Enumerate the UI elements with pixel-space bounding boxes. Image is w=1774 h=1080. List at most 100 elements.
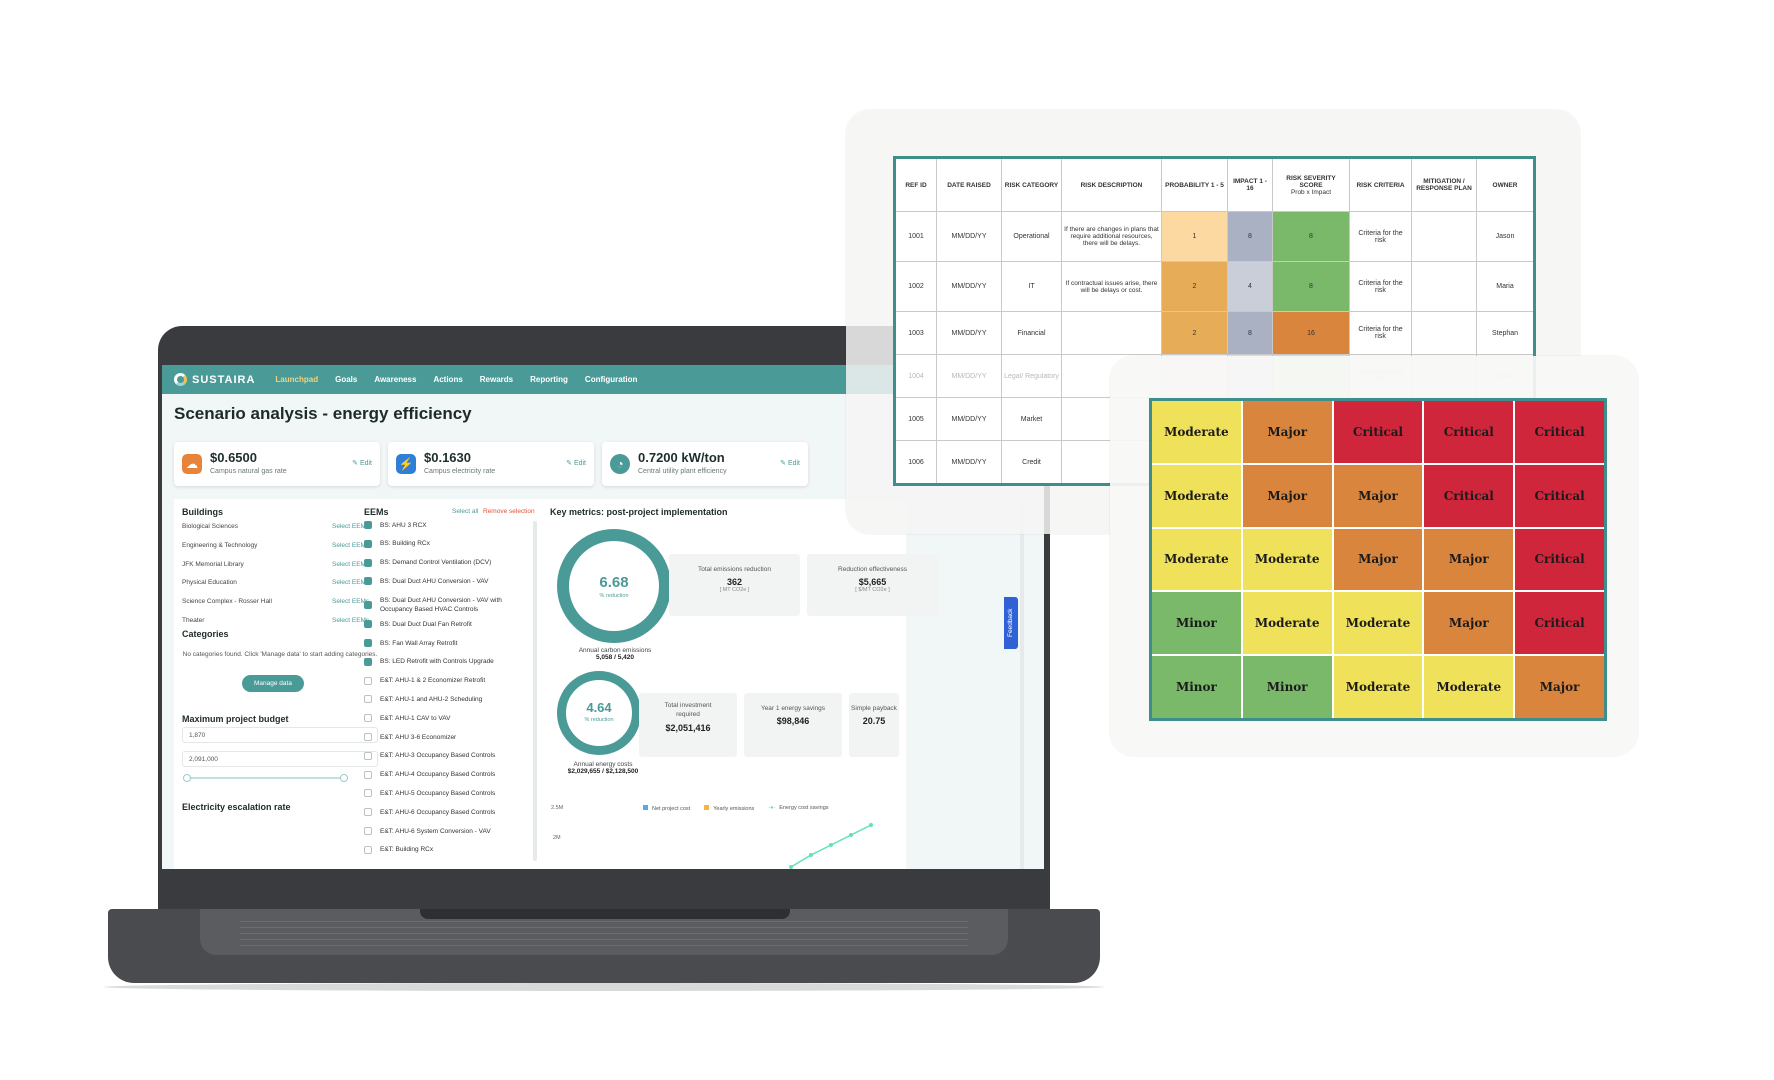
select-eems-link[interactable]: Select EEMs — [332, 541, 370, 549]
select-eems-link[interactable]: Select EEMs — [332, 523, 370, 530]
logo[interactable]: SUSTAIRA — [174, 373, 255, 386]
select-eems-link[interactable]: Select EEMs — [332, 598, 370, 606]
checkbox[interactable] — [364, 733, 372, 741]
eem-item[interactable]: BS: Demand Control Ventilation (DCV) — [364, 558, 491, 567]
select-all-link[interactable]: Select all — [452, 508, 479, 515]
checkbox[interactable] — [364, 558, 372, 567]
eem-item[interactable]: BS: Fan Wall Array Retrofit — [364, 639, 457, 647]
metric-unit: [ MT CO2e ] — [719, 587, 750, 593]
eem-item[interactable]: BS: Dual Duct AHU Conversion - VAV with … — [364, 596, 530, 614]
risk-cell-prob: 2 — [1161, 311, 1228, 355]
edit-label: Edit — [573, 460, 586, 467]
nav-configuration[interactable]: Configuration — [584, 375, 638, 384]
checkbox[interactable] — [364, 695, 372, 704]
eem-item[interactable]: BS: Building RCx — [364, 539, 430, 548]
checkbox[interactable] — [364, 601, 372, 610]
checkbox[interactable] — [364, 770, 372, 779]
eem-item[interactable]: E&T: AHU-6 Occupancy Based Controls — [364, 808, 495, 817]
checkbox[interactable] — [364, 676, 372, 685]
risk-cell-score: 8 — [1272, 261, 1350, 312]
kpi-value: 0.7200 kW/ton — [638, 450, 725, 465]
eem-item[interactable]: E&T: AHU-6 System Conversion - VAV — [364, 827, 491, 835]
eem-item[interactable]: BS: Dual Duct AHU Conversion - VAV — [364, 577, 489, 586]
eem-scrollbar[interactable] — [533, 521, 537, 861]
matrix-cell-critical: Critical — [1515, 401, 1604, 463]
edit-button[interactable]: ✎ Edit — [352, 459, 372, 467]
nav-awareness[interactable]: Awareness — [374, 375, 417, 384]
feedback-tab[interactable]: Feedback — [1004, 597, 1018, 649]
select-eems-link[interactable]: Select EEMs — [332, 560, 370, 568]
nav-launchpad[interactable]: Launchpad — [275, 375, 319, 384]
risk-cell-ref: 1002 — [894, 261, 937, 312]
eem-item[interactable]: BS: Dual Duct Dual Fan Retrofit — [364, 620, 472, 629]
checkbox[interactable] — [364, 639, 372, 647]
risk-cell-plan — [1411, 211, 1477, 262]
checkbox[interactable] — [364, 577, 372, 586]
budget-max-input[interactable]: 2,091,000 — [182, 751, 378, 767]
carbon-caption-label: Annual carbon emissions — [578, 647, 652, 654]
checkbox[interactable] — [364, 539, 372, 548]
eem-item[interactable]: E&T: AHU-1 CAV to VAV — [364, 714, 450, 723]
eem-label: BS: LED Retrofit with Controls Upgrade — [380, 658, 494, 666]
risk-cell-category: Financial — [1001, 311, 1062, 355]
eem-label: E&T: AHU-5 Occupancy Based Controls — [380, 789, 496, 797]
kpi-electricity-rate: ⚡ $0.1630 Campus electricity rate ✎ Edit — [388, 442, 594, 486]
cloud-icon: ☁ — [182, 454, 202, 474]
building-item: Physical Education — [182, 579, 237, 587]
eem-label: BS: Dual Duct Dual Fan Retrofit — [380, 620, 472, 628]
risk-cell-category: Operational — [1001, 211, 1062, 262]
eem-item[interactable]: BS: AHU 3 RCX — [364, 521, 427, 529]
budget-min-input[interactable]: 1,870 — [182, 727, 378, 743]
risk-cell-criteria: Criteria for the risk — [1349, 311, 1412, 355]
eem-item[interactable]: E&T: AHU-4 Occupancy Based Controls — [364, 770, 495, 779]
carbon-caption-detail: 5,058 / 5,420 — [596, 654, 634, 661]
eem-item[interactable]: E&T: AHU-3 Occupancy Based Controls — [364, 751, 496, 760]
checkbox[interactable] — [364, 827, 372, 835]
eem-label: BS: Fan Wall Array Retrofit — [380, 639, 458, 647]
checkbox[interactable] — [364, 845, 372, 854]
kpi-plant-efficiency: ◔ 0.7200 kW/ton Central utility plant ef… — [602, 442, 808, 486]
checkbox[interactable] — [364, 751, 372, 760]
reduction-effectiveness-card: Reduction effectiveness $5,665 [ $/MT CO… — [807, 554, 938, 616]
risk-cell-date: MM/DD/YY — [936, 261, 1002, 312]
nav-reporting[interactable]: Reporting — [530, 375, 568, 384]
checkbox[interactable] — [364, 808, 372, 817]
nav-rewards[interactable]: Rewards — [479, 375, 514, 384]
matrix-cell-moderate: Moderate — [1152, 464, 1241, 527]
manage-data-button[interactable]: Manage data — [242, 675, 304, 692]
header-severity-sub: Prob x Impact — [1290, 188, 1332, 196]
eem-label: BS: Dual Duct AHU Conversion - VAV — [380, 577, 489, 585]
metrics-panel: Key metrics: post-project implementation… — [543, 499, 938, 869]
header-risk-category: RISK CATEGORY — [1001, 157, 1062, 212]
select-eems-link[interactable]: Select EEMs — [332, 579, 370, 587]
matrix-cell-critical: Critical — [1515, 464, 1604, 527]
checkbox[interactable] — [364, 789, 372, 798]
matrix-cell-major: Major — [1333, 528, 1423, 591]
nav-goals[interactable]: Goals — [335, 375, 358, 384]
carbon-ring-sub: % reduction — [599, 593, 629, 599]
eem-item[interactable]: E&T: AHU 3-6 Economizer — [364, 733, 456, 741]
eem-label: E&T: AHU-3 Occupancy Based Controls — [380, 752, 496, 760]
checkbox[interactable] — [364, 521, 372, 529]
eem-item[interactable]: E&T: Building RCx — [364, 845, 433, 854]
checkbox[interactable] — [364, 714, 372, 723]
page-scrollbar[interactable] — [1020, 505, 1024, 869]
budget-slider-track[interactable] — [186, 777, 346, 779]
nav-actions[interactable]: Actions — [433, 375, 463, 384]
edit-button[interactable]: ✎ Edit — [780, 459, 800, 467]
select-eems-link[interactable]: Select EEMs — [332, 617, 370, 624]
eem-item[interactable]: E&T: AHU-5 Occupancy Based Controls — [364, 789, 496, 798]
header-risk-criteria: RISK CRITERIA — [1349, 157, 1412, 212]
eem-item[interactable]: E&T: AHU-1 and AHU-2 Scheduling — [364, 695, 482, 704]
eem-item[interactable]: E&T: AHU-1 & 2 Economizer Retrofit — [364, 676, 485, 685]
checkbox[interactable] — [364, 620, 372, 629]
edit-button[interactable]: ✎ Edit — [566, 459, 586, 467]
eem-item[interactable]: BS: LED Retrofit with Controls Upgrade — [364, 657, 494, 666]
header-mitigation: MITIGATION / RESPONSE PLAN — [1411, 157, 1477, 212]
budget-slider-handle-min[interactable] — [183, 774, 191, 782]
remove-selection-link[interactable]: Remove selection — [483, 508, 535, 515]
budget-slider-handle-max[interactable] — [340, 774, 348, 782]
risk-cell-ref: 1003 — [894, 311, 937, 355]
carbon-ring-value: 6.68 — [599, 574, 629, 591]
checkbox[interactable] — [364, 657, 372, 666]
